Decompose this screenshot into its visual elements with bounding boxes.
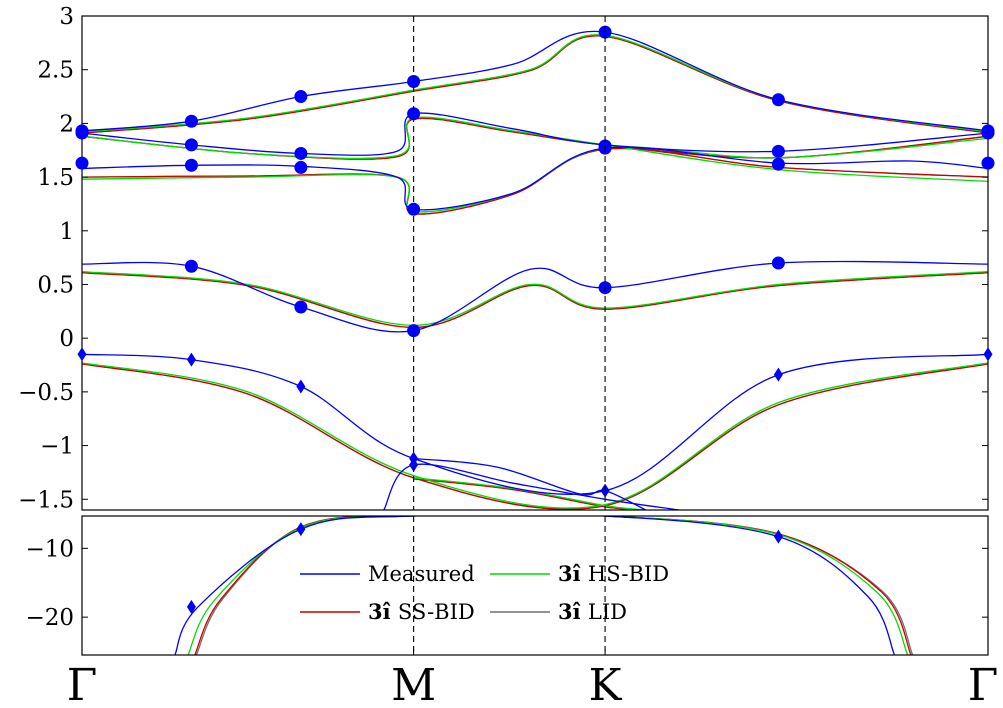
series-line-measured (82, 30, 988, 132)
series-line-lid (195, 516, 914, 655)
upper-panel: 3 2.5 2 1.5 1 0.5 0 −0.5 −1 −1.5 (18, 4, 995, 513)
data-point-circle (75, 156, 89, 170)
data-point-diamond (983, 347, 993, 362)
data-point-diamond (186, 599, 196, 614)
x-tick-label: Γ (67, 660, 98, 708)
series-line-ss-bid (82, 35, 988, 134)
series-line-ss-bid (82, 147, 988, 215)
data-point-circle (75, 126, 89, 140)
data-point-circle (771, 157, 785, 171)
series-line-hs-bid (187, 516, 909, 655)
series-line-hs-bid (413, 477, 646, 510)
legend-label-hs-bid: 3î HS-BID (558, 561, 669, 586)
series-line-lid (82, 147, 988, 215)
legend-label-measured: Measured (368, 562, 475, 586)
data-point-circle (294, 160, 308, 174)
data-point-circle (771, 144, 785, 158)
y-tick-label: 2 (59, 111, 74, 137)
y-tick-label: −20 (25, 605, 74, 631)
y-tick-label: 2.5 (37, 58, 74, 84)
series-line-ss-bid (413, 478, 646, 510)
data-point-diamond (773, 367, 783, 382)
data-point-diamond (77, 347, 87, 362)
data-point-circle (598, 25, 612, 39)
data-point-circle (981, 156, 995, 170)
series-line-measured (413, 457, 647, 510)
series-line-ss-bid (82, 363, 988, 510)
series-line-measured (82, 146, 988, 211)
y-tick-label: −1.5 (18, 487, 74, 513)
data-point-diamond (409, 457, 419, 472)
lower-panel-frame (81, 515, 989, 656)
y-tick-label: −10 (25, 536, 74, 562)
data-point-circle (407, 107, 421, 121)
series-line-measured (174, 516, 896, 655)
data-point-diamond (773, 529, 783, 544)
legend-label-lid: 3î LID (558, 599, 627, 624)
data-point-circle (294, 146, 308, 160)
data-point-diamond (186, 352, 196, 367)
data-point-circle (184, 114, 198, 128)
series-line-measured (383, 463, 679, 510)
series-line-hs-bid (82, 34, 988, 133)
y-tick-label: −1 (40, 434, 74, 460)
legend-label-ss-bid: 3î SS-BID (368, 599, 475, 624)
data-point-diamond (296, 379, 306, 394)
data-point-circle (184, 138, 198, 152)
series-line-lid (82, 35, 988, 134)
series-line-measured (82, 260, 988, 333)
series-line-measured (82, 353, 988, 495)
series-line-ss-bid (194, 516, 912, 655)
x-tick-label: Γ (968, 660, 999, 708)
data-point-circle (771, 93, 785, 107)
lower-panel: −10 −20 (25, 515, 989, 656)
x-tick-label: M (391, 660, 436, 708)
data-point-circle (294, 300, 308, 314)
series-line-hs-bid (82, 362, 988, 509)
data-point-circle (184, 158, 198, 172)
y-tick-label: 0 (59, 326, 74, 352)
data-point-circle (771, 256, 785, 270)
y-tick-label: 1 (59, 219, 74, 245)
data-point-diamond (296, 522, 306, 537)
upper-panel-frame (81, 15, 989, 511)
legend: Measured 3î HS-BID 3î SS-BID 3î LID (300, 561, 669, 624)
y-tick-label: 0.5 (37, 272, 74, 298)
data-point-circle (184, 259, 198, 273)
y-tick-label: 3 (59, 4, 74, 30)
series-line-hs-bid (82, 270, 988, 326)
data-point-circle (294, 90, 308, 104)
data-point-circle (981, 126, 995, 140)
x-tick-label: K (589, 660, 623, 708)
y-tick-label: −0.5 (18, 380, 74, 406)
y-tick-label: 1.5 (37, 165, 74, 191)
